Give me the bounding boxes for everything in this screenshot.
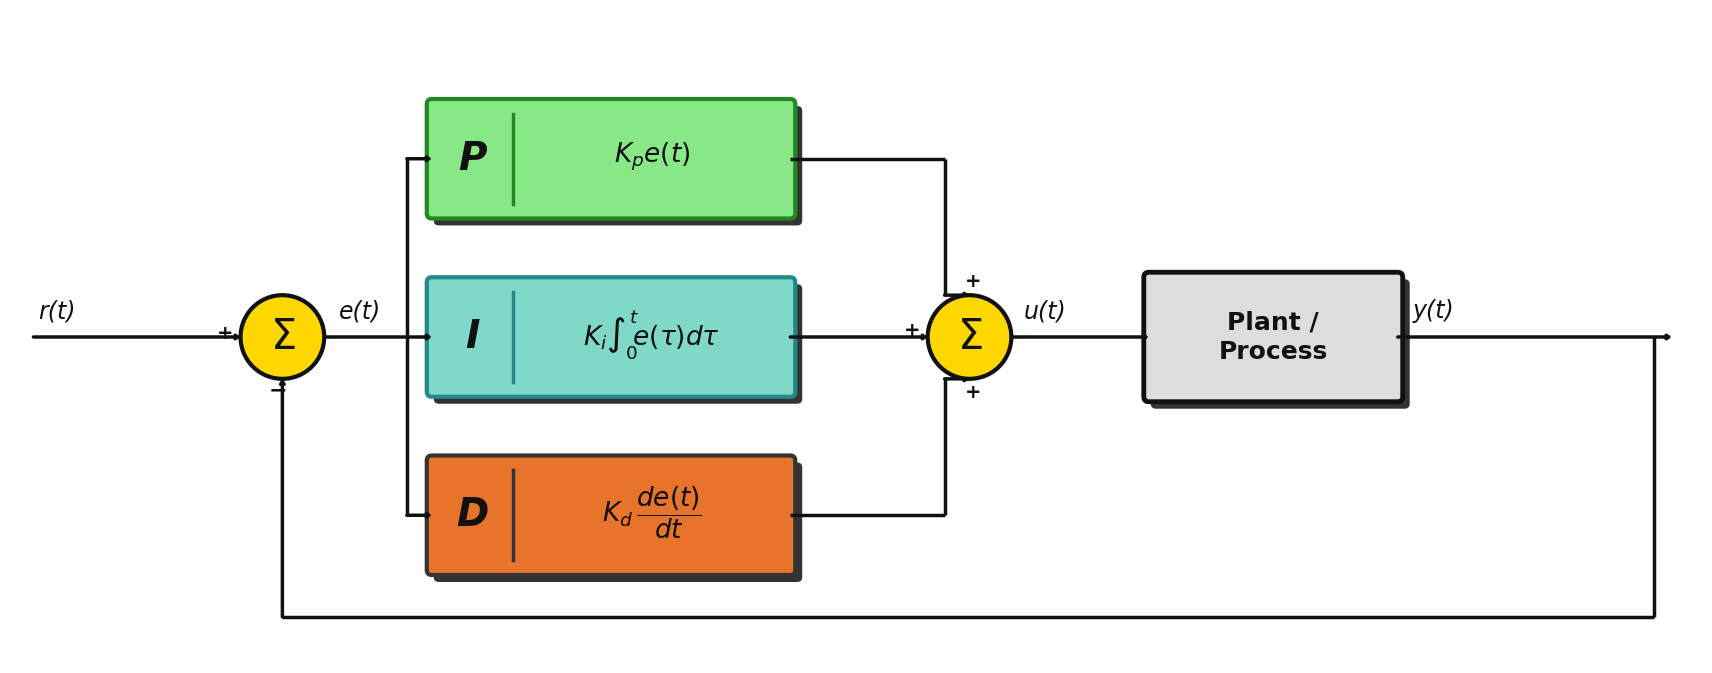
- Text: Plant /
Process: Plant / Process: [1219, 310, 1329, 364]
- FancyBboxPatch shape: [426, 277, 796, 397]
- Text: $K_i\int_0^t\!e(\tau)d\tau$: $K_i\int_0^t\!e(\tau)d\tau$: [584, 308, 721, 361]
- Text: P: P: [459, 140, 486, 178]
- FancyBboxPatch shape: [433, 284, 803, 404]
- Text: $\Sigma$: $\Sigma$: [957, 316, 983, 358]
- Text: e(t): e(t): [339, 299, 382, 323]
- FancyBboxPatch shape: [426, 99, 796, 219]
- Text: r(t): r(t): [38, 299, 75, 323]
- Text: −: −: [269, 381, 288, 401]
- Circle shape: [928, 295, 1012, 379]
- FancyBboxPatch shape: [1150, 279, 1409, 409]
- Text: $K_d\,\dfrac{de(t)}{dt}$: $K_d\,\dfrac{de(t)}{dt}$: [603, 485, 702, 541]
- Text: +: +: [966, 383, 981, 402]
- FancyBboxPatch shape: [433, 462, 803, 582]
- FancyBboxPatch shape: [433, 106, 803, 225]
- Text: u(t): u(t): [1024, 299, 1067, 323]
- Text: +: +: [966, 272, 981, 291]
- Circle shape: [241, 295, 324, 379]
- Text: y(t): y(t): [1412, 299, 1455, 323]
- Text: +: +: [217, 324, 233, 343]
- Text: I: I: [466, 318, 479, 356]
- FancyBboxPatch shape: [426, 456, 796, 575]
- Text: $K_p e(t)$: $K_p e(t)$: [613, 141, 690, 173]
- Text: $\Sigma$: $\Sigma$: [269, 316, 294, 358]
- Text: D: D: [457, 496, 488, 534]
- Text: +: +: [904, 320, 921, 339]
- FancyBboxPatch shape: [1144, 273, 1402, 402]
